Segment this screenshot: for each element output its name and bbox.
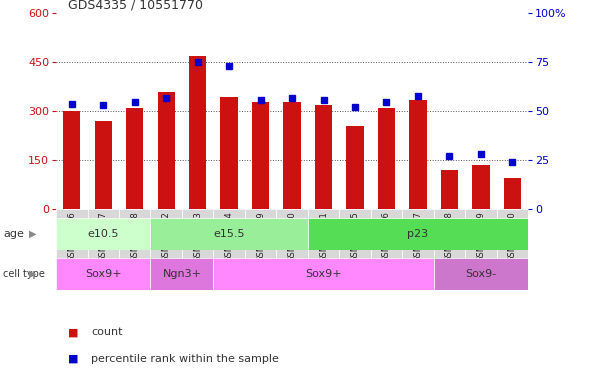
Bar	[126, 108, 143, 209]
Text: GSM841161: GSM841161	[319, 212, 328, 262]
Text: GSM841158: GSM841158	[130, 212, 139, 262]
Bar	[189, 56, 206, 209]
Bar	[308, 209, 339, 284]
Text: Sox9-: Sox9-	[466, 269, 496, 279]
Bar	[94, 121, 112, 209]
Bar	[371, 209, 402, 284]
Text: e15.5: e15.5	[214, 229, 245, 239]
Text: GSM841170: GSM841170	[508, 212, 517, 262]
Text: Sox9+: Sox9+	[305, 269, 342, 279]
Bar	[472, 165, 490, 209]
Text: cell type: cell type	[3, 269, 45, 279]
Text: ■: ■	[68, 327, 78, 337]
Bar	[56, 258, 150, 290]
Bar	[434, 258, 528, 290]
Bar	[497, 209, 528, 284]
Bar	[150, 218, 308, 250]
Text: age: age	[3, 229, 24, 239]
Bar	[221, 97, 238, 209]
Text: GDS4335 / 10551770: GDS4335 / 10551770	[68, 0, 203, 12]
Bar	[402, 209, 434, 284]
Bar	[504, 178, 521, 209]
Text: GSM841162: GSM841162	[162, 212, 171, 262]
Bar	[158, 92, 175, 209]
Bar	[465, 209, 497, 284]
Bar	[315, 105, 332, 209]
Bar	[283, 101, 301, 209]
Bar	[119, 209, 150, 284]
Text: Ngn3+: Ngn3+	[162, 269, 201, 279]
Bar	[441, 170, 458, 209]
Text: GSM841164: GSM841164	[225, 212, 234, 262]
Bar	[150, 209, 182, 284]
Bar	[150, 258, 214, 290]
Bar	[339, 209, 371, 284]
Text: p23: p23	[407, 229, 428, 239]
Text: GSM841160: GSM841160	[287, 212, 297, 262]
Bar	[434, 209, 465, 284]
Text: GSM841167: GSM841167	[414, 212, 422, 262]
Text: GSM841166: GSM841166	[382, 212, 391, 262]
Bar	[308, 218, 528, 250]
Text: Sox9+: Sox9+	[85, 269, 122, 279]
Bar	[56, 218, 150, 250]
Text: ■: ■	[68, 354, 78, 364]
Bar	[409, 100, 427, 209]
Text: GSM841159: GSM841159	[256, 212, 265, 262]
Text: GSM841169: GSM841169	[476, 212, 486, 262]
Text: ▶: ▶	[29, 229, 36, 239]
Text: GSM841157: GSM841157	[99, 212, 108, 262]
Text: GSM841168: GSM841168	[445, 212, 454, 262]
Text: GSM841156: GSM841156	[67, 212, 76, 262]
Text: count: count	[91, 327, 123, 337]
Bar	[87, 209, 119, 284]
Bar	[214, 258, 434, 290]
Bar	[63, 111, 80, 209]
Text: percentile rank within the sample: percentile rank within the sample	[91, 354, 279, 364]
Bar	[245, 209, 276, 284]
Bar	[214, 209, 245, 284]
Bar	[346, 126, 363, 209]
Text: GSM841163: GSM841163	[193, 212, 202, 262]
Text: e10.5: e10.5	[87, 229, 119, 239]
Text: GSM841165: GSM841165	[350, 212, 359, 262]
Bar	[252, 101, 269, 209]
Bar	[56, 209, 87, 284]
Bar	[378, 108, 395, 209]
Text: ▶: ▶	[29, 269, 36, 279]
Bar	[182, 209, 214, 284]
Bar	[276, 209, 308, 284]
